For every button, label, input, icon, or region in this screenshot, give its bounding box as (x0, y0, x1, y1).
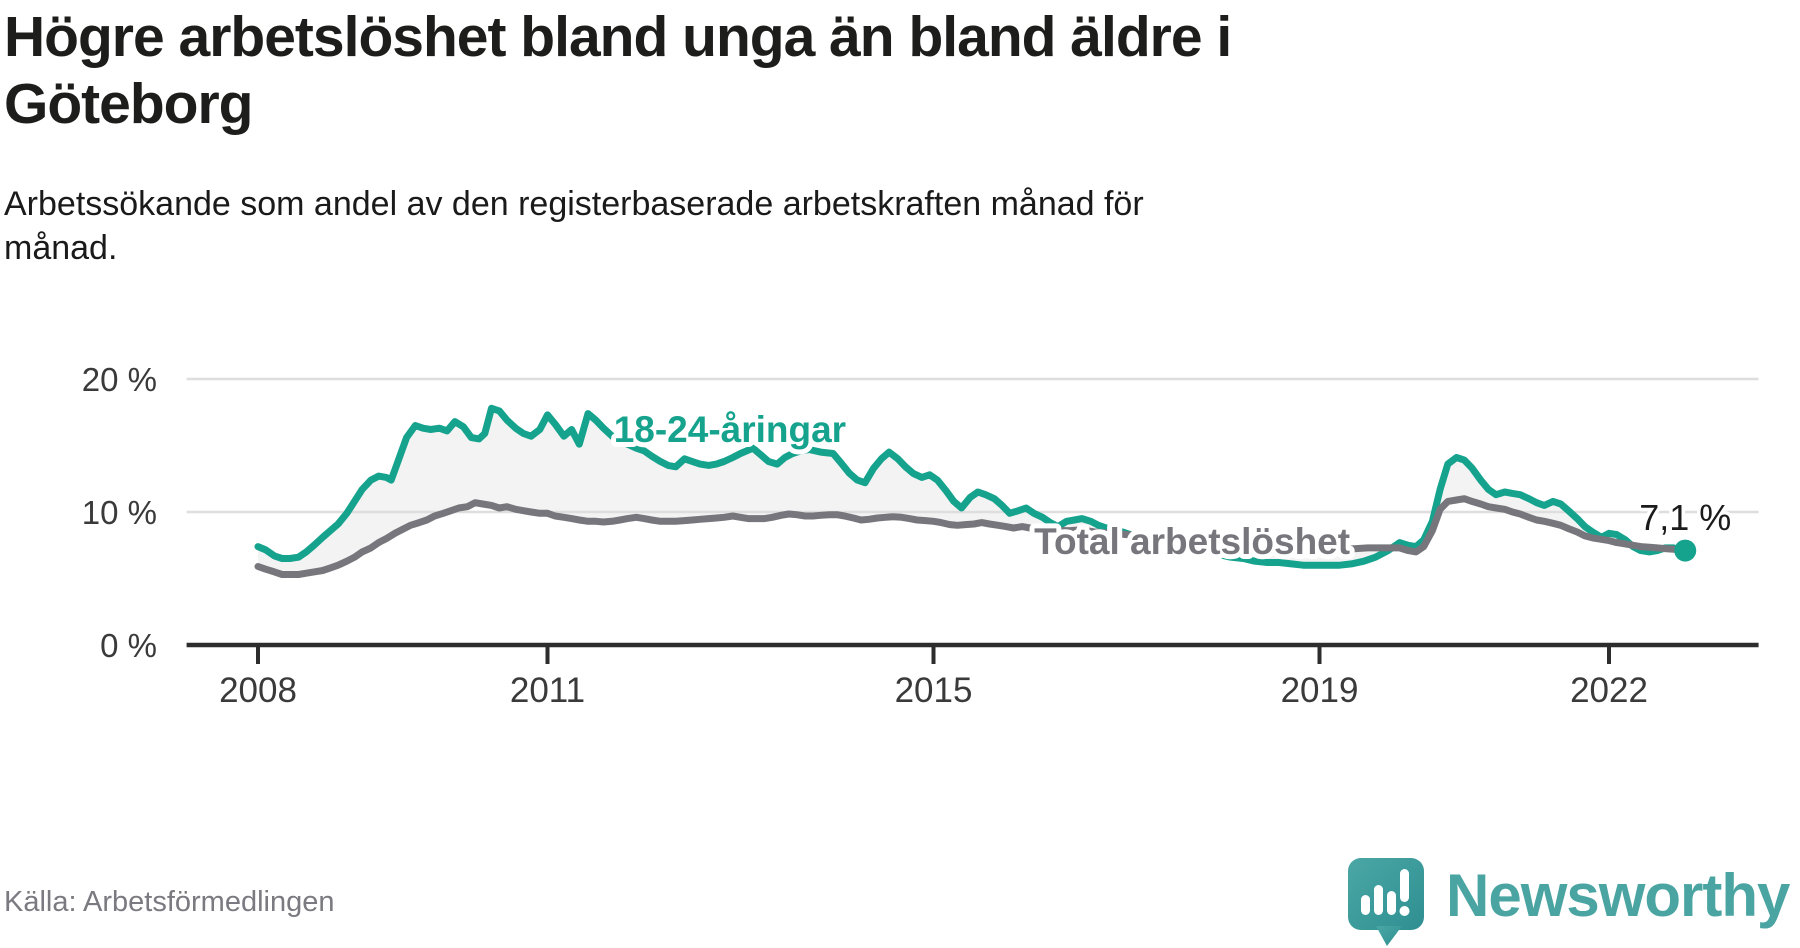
page-subtitle: Arbetssökande som andel av den registerb… (4, 182, 1504, 270)
x-tick-label-2015: 2015 (895, 671, 973, 710)
newsworthy-logo: Newsworthy (1348, 858, 1790, 946)
latest-value-label: 7,1 % (1639, 497, 1731, 538)
page-subtitle-line-1: Arbetssökande som andel av den registerb… (4, 185, 1144, 223)
series-label-youth-18-24: 18-24-åringar (614, 409, 846, 450)
x-tick-label-2022: 2022 (1570, 671, 1648, 710)
series-label-total: Total arbetslöshet (1034, 521, 1350, 562)
y-tick-label-0: 0 % (100, 627, 157, 664)
page-subtitle-line-2: månad. (4, 229, 118, 267)
x-tick-label-2008: 2008 (219, 671, 297, 710)
brand-wordmark: Newsworthy (1446, 862, 1790, 929)
source-note: Källa: Arbetsförmedlingen (4, 886, 335, 918)
page-title-line-2: Göteborg (4, 72, 253, 136)
series-line-youth-18-24 (254, 404, 1689, 569)
y-tick-label-10: 10 % (82, 494, 157, 531)
series-line-total (254, 495, 1689, 578)
x-tick-label-2019: 2019 (1281, 671, 1359, 710)
page-title: Högre arbetslöshet bland unga än bland ä… (4, 4, 1624, 138)
end-dot (1674, 539, 1697, 562)
page-title-line-1: Högre arbetslöshet bland unga än bland ä… (4, 5, 1232, 69)
bar-chart-speech-bubble-icon (1348, 858, 1424, 946)
band-between-series (258, 408, 1686, 575)
x-tick-label-2011: 2011 (510, 671, 585, 710)
y-tick-label-20: 20 % (82, 361, 157, 398)
